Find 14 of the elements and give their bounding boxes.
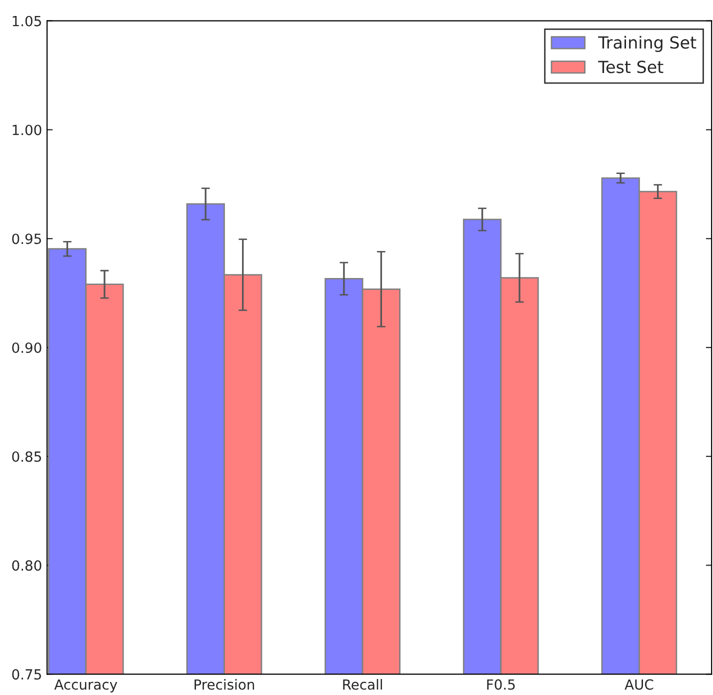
y-tick-label: 0.95	[12, 234, 41, 244]
y-tick-label: 0.85	[12, 451, 41, 462]
x-tick-label: F0.5	[487, 679, 515, 690]
x-tick-label: Precision	[194, 679, 254, 690]
legend-label: Training Set	[598, 36, 696, 52]
x-tick-label: Recall	[343, 679, 382, 690]
y-tick-label: 0.90	[12, 342, 42, 353]
y-tick-label: 1.05	[12, 16, 41, 26]
y-tick-label: 0.75	[12, 669, 41, 680]
legend-label: Test Set	[598, 60, 664, 74]
x-tick-label: Accuracy	[54, 679, 118, 692]
y-tick-label: 1.00	[12, 124, 42, 136]
x-tick-label: AUC	[624, 679, 654, 690]
y-tick-label: 0.80	[12, 560, 42, 571]
